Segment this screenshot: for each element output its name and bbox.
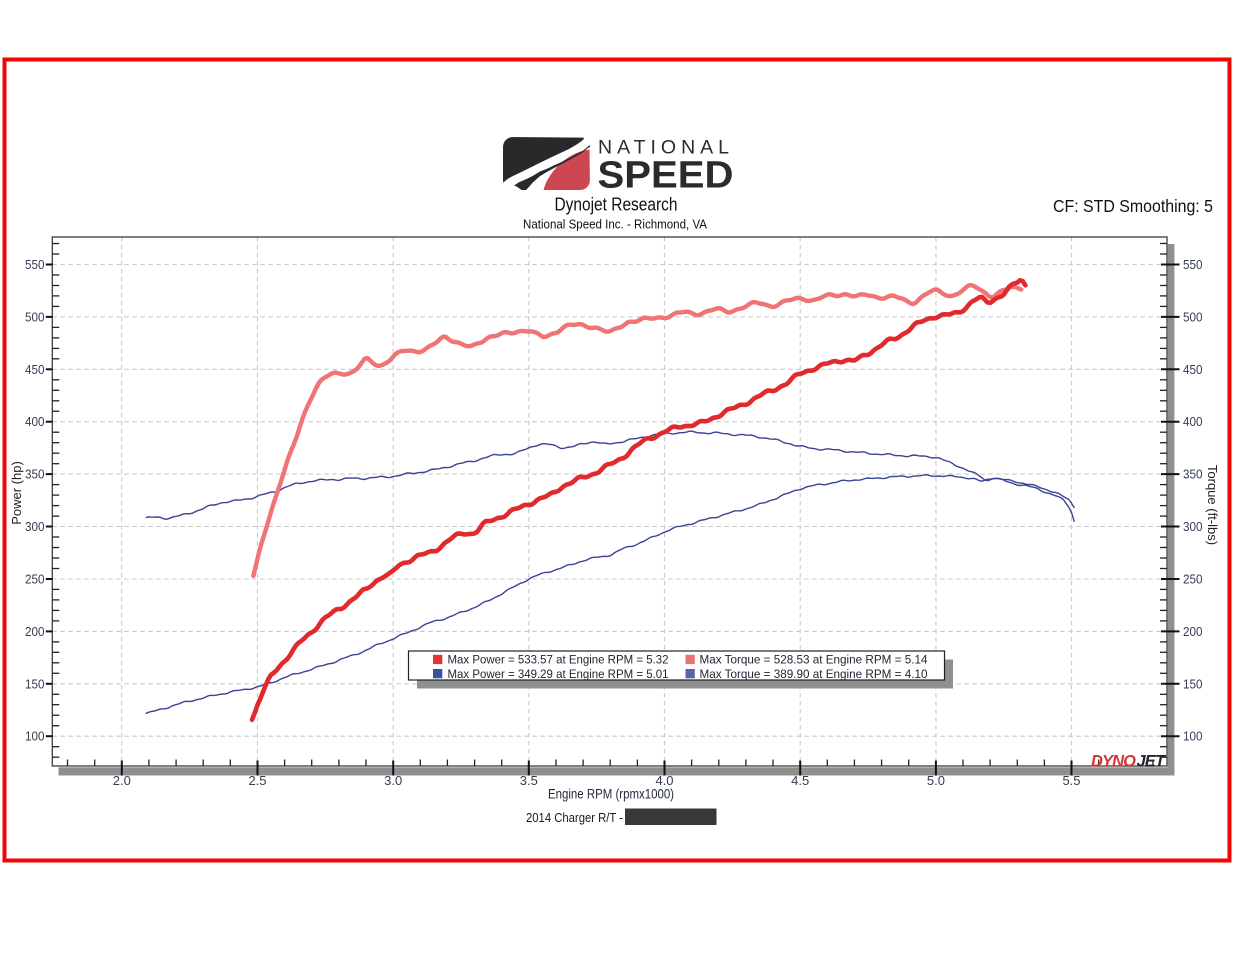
svg-text:550: 550 [25, 257, 45, 272]
svg-text:350: 350 [25, 467, 45, 482]
svg-text:3.5: 3.5 [520, 773, 538, 788]
svg-text:5.5: 5.5 [1062, 773, 1080, 788]
svg-text:JET: JET [1137, 753, 1167, 771]
svg-text:5.0: 5.0 [927, 773, 945, 788]
svg-text:100: 100 [1183, 729, 1203, 744]
svg-text:Power (hp): Power (hp) [9, 461, 24, 525]
svg-text:400: 400 [25, 414, 45, 429]
svg-text:National Speed Inc. - Richmond: National Speed Inc. - Richmond, VA [523, 217, 707, 232]
svg-text:550: 550 [1183, 257, 1203, 272]
svg-text:500: 500 [1183, 309, 1203, 324]
svg-text:350: 350 [1183, 467, 1203, 482]
svg-text:200: 200 [25, 624, 45, 639]
svg-text:Max Power = 533.57 at Engine: Max Power = 533.57 at Engine RPM = 5.32 [448, 653, 669, 667]
svg-text:200: 200 [1183, 624, 1203, 639]
svg-text:3.0: 3.0 [384, 773, 402, 788]
svg-text:450: 450 [1183, 362, 1203, 377]
svg-text:300: 300 [25, 519, 45, 534]
svg-text:CF: STD Smoothing: 5: CF: STD Smoothing: 5 [1053, 196, 1213, 216]
svg-text:300: 300 [1183, 519, 1203, 534]
svg-text:150: 150 [1183, 676, 1203, 691]
svg-text:Dynojet Research: Dynojet Research [555, 195, 678, 215]
svg-text:Max Power = 349.29 at Engine: Max Power = 349.29 at Engine RPM = 5.01 [448, 667, 669, 681]
svg-text:500: 500 [25, 309, 45, 324]
svg-text:150: 150 [25, 676, 45, 691]
svg-text:4.5: 4.5 [791, 773, 809, 788]
svg-text:2.5: 2.5 [248, 773, 266, 788]
svg-text:250: 250 [25, 572, 45, 587]
svg-text:Engine RPM (rpmx1000): Engine RPM (rpmx1000) [548, 787, 674, 802]
svg-text:450: 450 [25, 362, 45, 377]
svg-text:DYNO: DYNO [1091, 753, 1136, 771]
svg-text:400: 400 [1183, 414, 1203, 429]
svg-text:Max Torque = 528.53 at Engin: Max Torque = 528.53 at Engine RPM = 5.14 [700, 653, 928, 667]
svg-text:250: 250 [1183, 572, 1203, 587]
svg-text:Torque (ft-lbs): Torque (ft-lbs) [1205, 465, 1220, 545]
svg-text:100: 100 [25, 729, 45, 744]
svg-text:Max Torque = 389.90 at Engin: Max Torque = 389.90 at Engine RPM = 4.10 [700, 667, 928, 681]
svg-text:2014 Charger R/T -: 2014 Charger R/T - [526, 810, 623, 825]
svg-text:SPEED: SPEED [598, 155, 734, 197]
svg-text:4.0: 4.0 [655, 773, 673, 788]
svg-text:2.0: 2.0 [113, 773, 131, 788]
